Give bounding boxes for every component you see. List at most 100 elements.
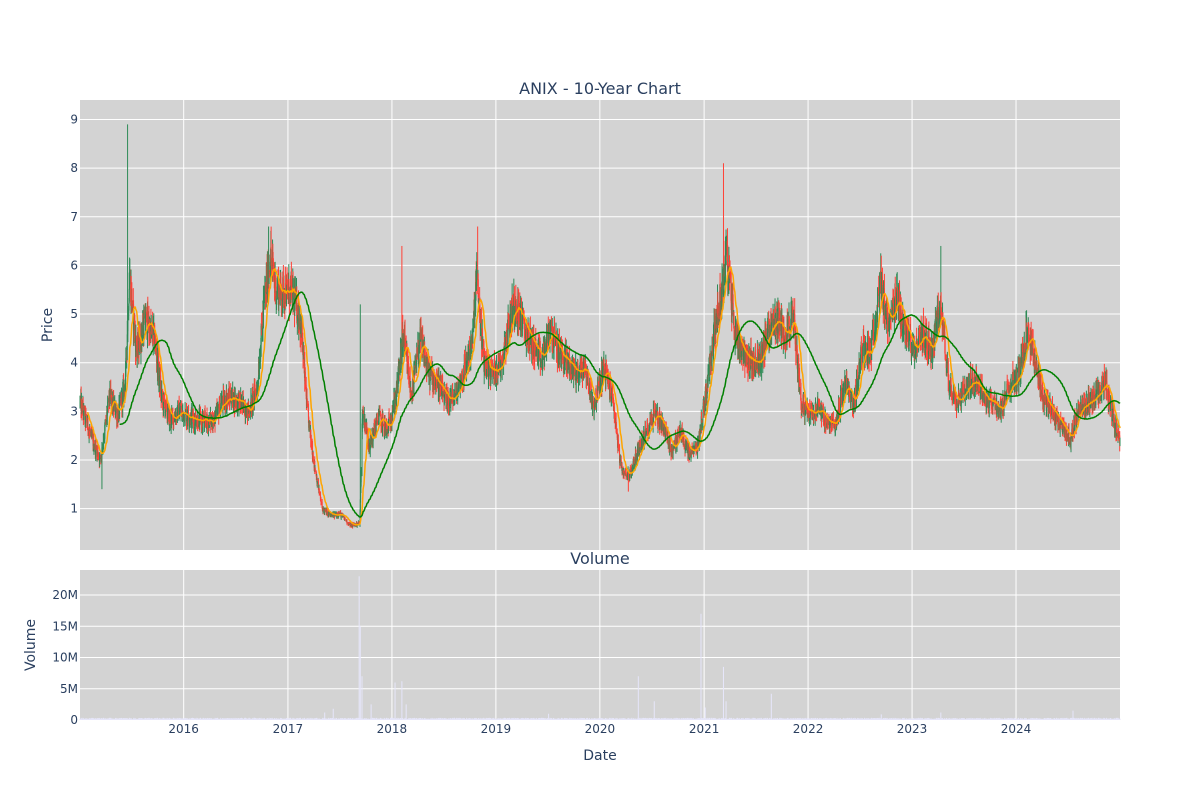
candle-body xyxy=(239,393,241,400)
candle-body xyxy=(633,464,635,466)
candle-body xyxy=(436,385,438,388)
candle-body xyxy=(856,379,858,397)
candle-body xyxy=(795,331,797,351)
candle-body xyxy=(709,354,711,366)
candle-body xyxy=(762,351,764,363)
candle-body xyxy=(901,320,903,327)
candle-body xyxy=(512,310,514,322)
candle-body xyxy=(243,400,245,405)
candle-body xyxy=(809,409,811,415)
candle-body xyxy=(107,400,109,402)
candle-body xyxy=(806,406,808,408)
candle-body xyxy=(88,431,90,432)
candle-body xyxy=(603,363,605,365)
candle-body xyxy=(908,335,910,341)
candle-body xyxy=(292,290,294,300)
candle-body xyxy=(974,383,976,388)
candle-body xyxy=(1044,397,1046,402)
candle-body xyxy=(248,409,250,413)
candle-body xyxy=(198,414,200,427)
candle-body xyxy=(914,350,916,356)
candle-body xyxy=(383,424,385,428)
candle-body xyxy=(635,454,637,461)
candle-body xyxy=(109,389,111,402)
candle-body xyxy=(359,499,361,512)
candle-body xyxy=(534,345,536,356)
candle-body xyxy=(221,398,223,403)
candle-body xyxy=(114,403,116,415)
candle-body xyxy=(450,395,452,406)
candle-body xyxy=(665,429,667,434)
candle-body xyxy=(1018,364,1020,381)
candle-body xyxy=(672,446,674,450)
candle-body xyxy=(85,414,87,416)
candle-body xyxy=(799,375,801,391)
candle-body xyxy=(398,363,400,369)
candle-body xyxy=(920,330,922,335)
candle-body xyxy=(877,287,879,307)
candle-body xyxy=(284,294,286,302)
candle-body xyxy=(651,416,653,425)
candle-body xyxy=(316,477,318,484)
candle-body xyxy=(382,416,384,425)
candle-body xyxy=(1030,333,1032,352)
candle-body xyxy=(442,393,444,397)
candle-body xyxy=(404,334,406,343)
candle-body xyxy=(147,311,149,327)
candle-body xyxy=(89,430,91,432)
candle-body xyxy=(468,348,470,360)
candle-body xyxy=(542,357,544,360)
candle-body xyxy=(1022,352,1024,361)
candle-body xyxy=(328,512,330,515)
candle-body xyxy=(717,315,719,316)
candle-body xyxy=(881,276,883,299)
candle-body xyxy=(476,270,478,277)
candle-body xyxy=(374,426,376,432)
candle-body xyxy=(311,448,313,457)
candle-body xyxy=(625,470,627,474)
candle-body xyxy=(189,418,191,421)
candle-body xyxy=(972,385,974,388)
candle-body xyxy=(871,333,873,340)
candle-body xyxy=(879,275,881,300)
candle-body xyxy=(314,460,316,469)
candle-body xyxy=(697,439,699,447)
chart-title: ANIX - 10-Year Chart xyxy=(519,79,681,98)
candle-body xyxy=(497,357,499,374)
candle-body xyxy=(326,510,328,516)
candle-body xyxy=(220,402,222,408)
candle-body xyxy=(771,316,773,324)
candle-body xyxy=(143,317,145,339)
candle-body xyxy=(765,328,767,338)
candle-body xyxy=(452,390,454,396)
candle-body xyxy=(406,352,408,362)
candle-body xyxy=(846,384,848,389)
candle-body xyxy=(527,324,529,344)
candle-body xyxy=(992,399,994,406)
candle-body xyxy=(340,512,342,514)
candle-body xyxy=(906,325,908,338)
candle-body xyxy=(823,416,825,421)
candle-body xyxy=(1054,414,1056,422)
candle-body xyxy=(629,469,631,472)
candle-body xyxy=(1063,430,1065,431)
candle-body xyxy=(396,377,398,393)
candle-body xyxy=(300,322,302,338)
candle-body xyxy=(470,337,472,357)
candle-body xyxy=(546,332,548,347)
candle-body xyxy=(352,524,354,525)
candle-body xyxy=(924,343,926,348)
candle-body xyxy=(145,311,147,323)
candle-body xyxy=(990,398,992,404)
candle-body xyxy=(616,432,618,438)
candle-body xyxy=(278,292,280,300)
candle-body xyxy=(751,354,753,371)
candle-body xyxy=(1048,405,1050,412)
candle-body xyxy=(87,419,89,430)
candle-body xyxy=(1046,396,1048,400)
candle-body xyxy=(249,411,251,413)
candle-body xyxy=(589,382,591,397)
candle-body xyxy=(144,315,146,318)
candle-body xyxy=(934,330,936,346)
candle-body xyxy=(702,406,704,422)
